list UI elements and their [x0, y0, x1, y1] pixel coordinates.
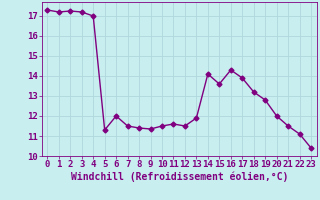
- X-axis label: Windchill (Refroidissement éolien,°C): Windchill (Refroidissement éolien,°C): [70, 172, 288, 182]
